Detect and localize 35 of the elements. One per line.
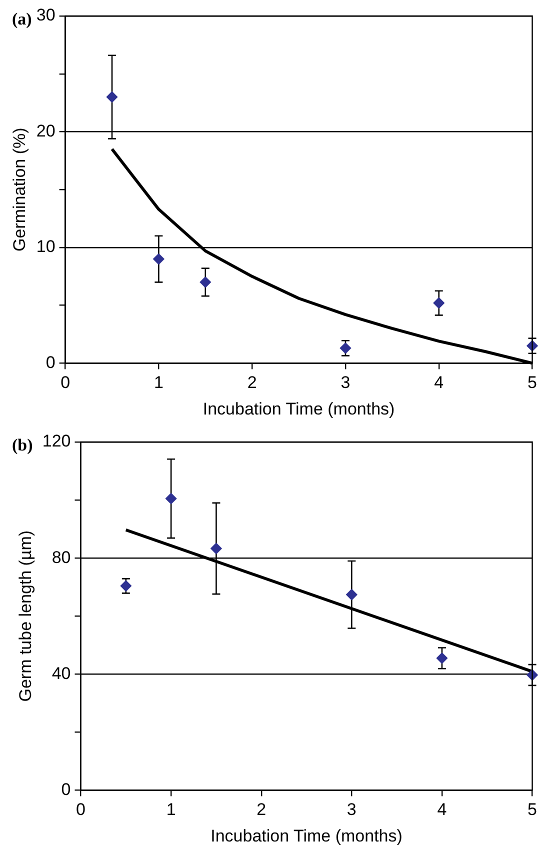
x-tick-label: 1 — [154, 373, 164, 392]
point — [436, 652, 448, 664]
y-tick-label: 20 — [36, 121, 56, 140]
point — [106, 92, 118, 103]
x-tick-label: 5 — [528, 800, 538, 820]
point — [120, 580, 132, 592]
y-tick-label: 10 — [36, 237, 56, 256]
point — [166, 493, 177, 504]
y-tick-label: 80 — [52, 548, 71, 567]
point — [346, 589, 358, 600]
chart-title: (a) — [12, 9, 32, 28]
x-tick-label: 4 — [437, 800, 447, 820]
point — [340, 342, 351, 354]
x-tick-label: 1 — [166, 800, 176, 820]
chart-title: (b) — [12, 435, 33, 454]
x-tick-label: 3 — [346, 800, 356, 820]
x-tick-label: 4 — [434, 373, 444, 392]
x-tick-label: 5 — [528, 373, 538, 392]
x-tick-label: 2 — [247, 373, 257, 392]
y-axis-title: Germ tube length (µm) — [16, 530, 35, 702]
y-axis-title: Germination (%) — [10, 128, 29, 252]
point — [153, 254, 164, 265]
y-tick-label: 0 — [46, 352, 56, 372]
point — [200, 276, 211, 288]
x-axis-title: Incubation Time (months) — [202, 399, 395, 418]
x-tick-label: 0 — [76, 800, 86, 820]
y-tick-label: 0 — [61, 780, 71, 799]
y-tick-label: 40 — [52, 664, 71, 683]
point — [433, 298, 444, 309]
x-tick-label: 2 — [256, 800, 266, 820]
y-tick-label: 120 — [42, 432, 71, 451]
x-axis-title: Incubation Time (months) — [210, 826, 402, 846]
x-tick-label: 3 — [340, 373, 350, 392]
point — [210, 542, 222, 554]
y-tick-label: 30 — [36, 6, 56, 25]
